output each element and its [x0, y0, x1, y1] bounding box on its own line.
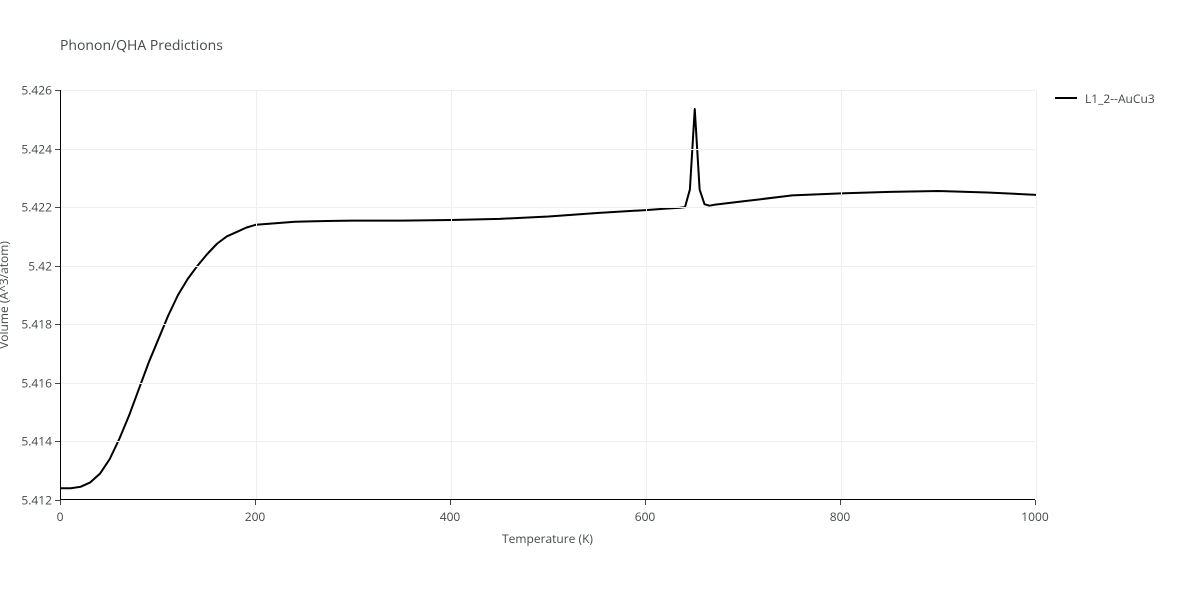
ytick-mark	[55, 324, 60, 325]
xtick-mark	[450, 500, 451, 505]
series-line	[61, 109, 1036, 488]
ytick-mark	[55, 90, 60, 91]
grid-v	[646, 90, 647, 499]
grid-h	[61, 266, 1035, 267]
legend-label: L1_2--AuCu3	[1085, 90, 1155, 107]
xtick-label: 0	[57, 508, 64, 525]
ytick-label: 5.416	[21, 374, 52, 391]
grid-h	[61, 324, 1035, 325]
grid-v	[841, 90, 842, 499]
ytick-mark	[55, 500, 60, 501]
legend-swatch	[1055, 97, 1077, 99]
chart-container: Phonon/QHA Predictions Volume (Å^3/atom)…	[0, 0, 1200, 600]
ytick-label: 5.42	[28, 257, 52, 274]
xtick-label: 600	[635, 508, 656, 525]
grid-v	[1036, 90, 1037, 499]
xtick-mark	[645, 500, 646, 505]
xtick-label: 200	[245, 508, 266, 525]
grid-h	[61, 383, 1035, 384]
xtick-mark	[255, 500, 256, 505]
ytick-label: 5.412	[21, 492, 52, 509]
grid-h	[61, 441, 1035, 442]
ytick-mark	[55, 207, 60, 208]
grid-v	[451, 90, 452, 499]
ytick-label: 5.422	[21, 199, 52, 216]
xtick-mark	[840, 500, 841, 505]
plot-area	[60, 90, 1035, 500]
ytick-mark	[55, 441, 60, 442]
ytick-label: 5.424	[21, 140, 52, 157]
grid-v	[256, 90, 257, 499]
ytick-label: 5.414	[21, 433, 52, 450]
y-axis-label: Volume (Å^3/atom)	[0, 241, 12, 349]
ytick-mark	[55, 149, 60, 150]
grid-h	[61, 90, 1035, 91]
ytick-mark	[55, 266, 60, 267]
chart-title: Phonon/QHA Predictions	[60, 36, 223, 55]
xtick-label: 400	[440, 508, 461, 525]
grid-h	[61, 207, 1035, 208]
ytick-mark	[55, 383, 60, 384]
x-axis-label: Temperature (K)	[502, 530, 593, 547]
ytick-label: 5.426	[21, 82, 52, 99]
xtick-label: 800	[830, 508, 851, 525]
xtick-label: 1000	[1021, 508, 1048, 525]
grid-h	[61, 149, 1035, 150]
chart-line-plot	[61, 90, 1036, 500]
xtick-mark	[60, 500, 61, 505]
xtick-mark	[1035, 500, 1036, 505]
ytick-label: 5.418	[21, 316, 52, 333]
